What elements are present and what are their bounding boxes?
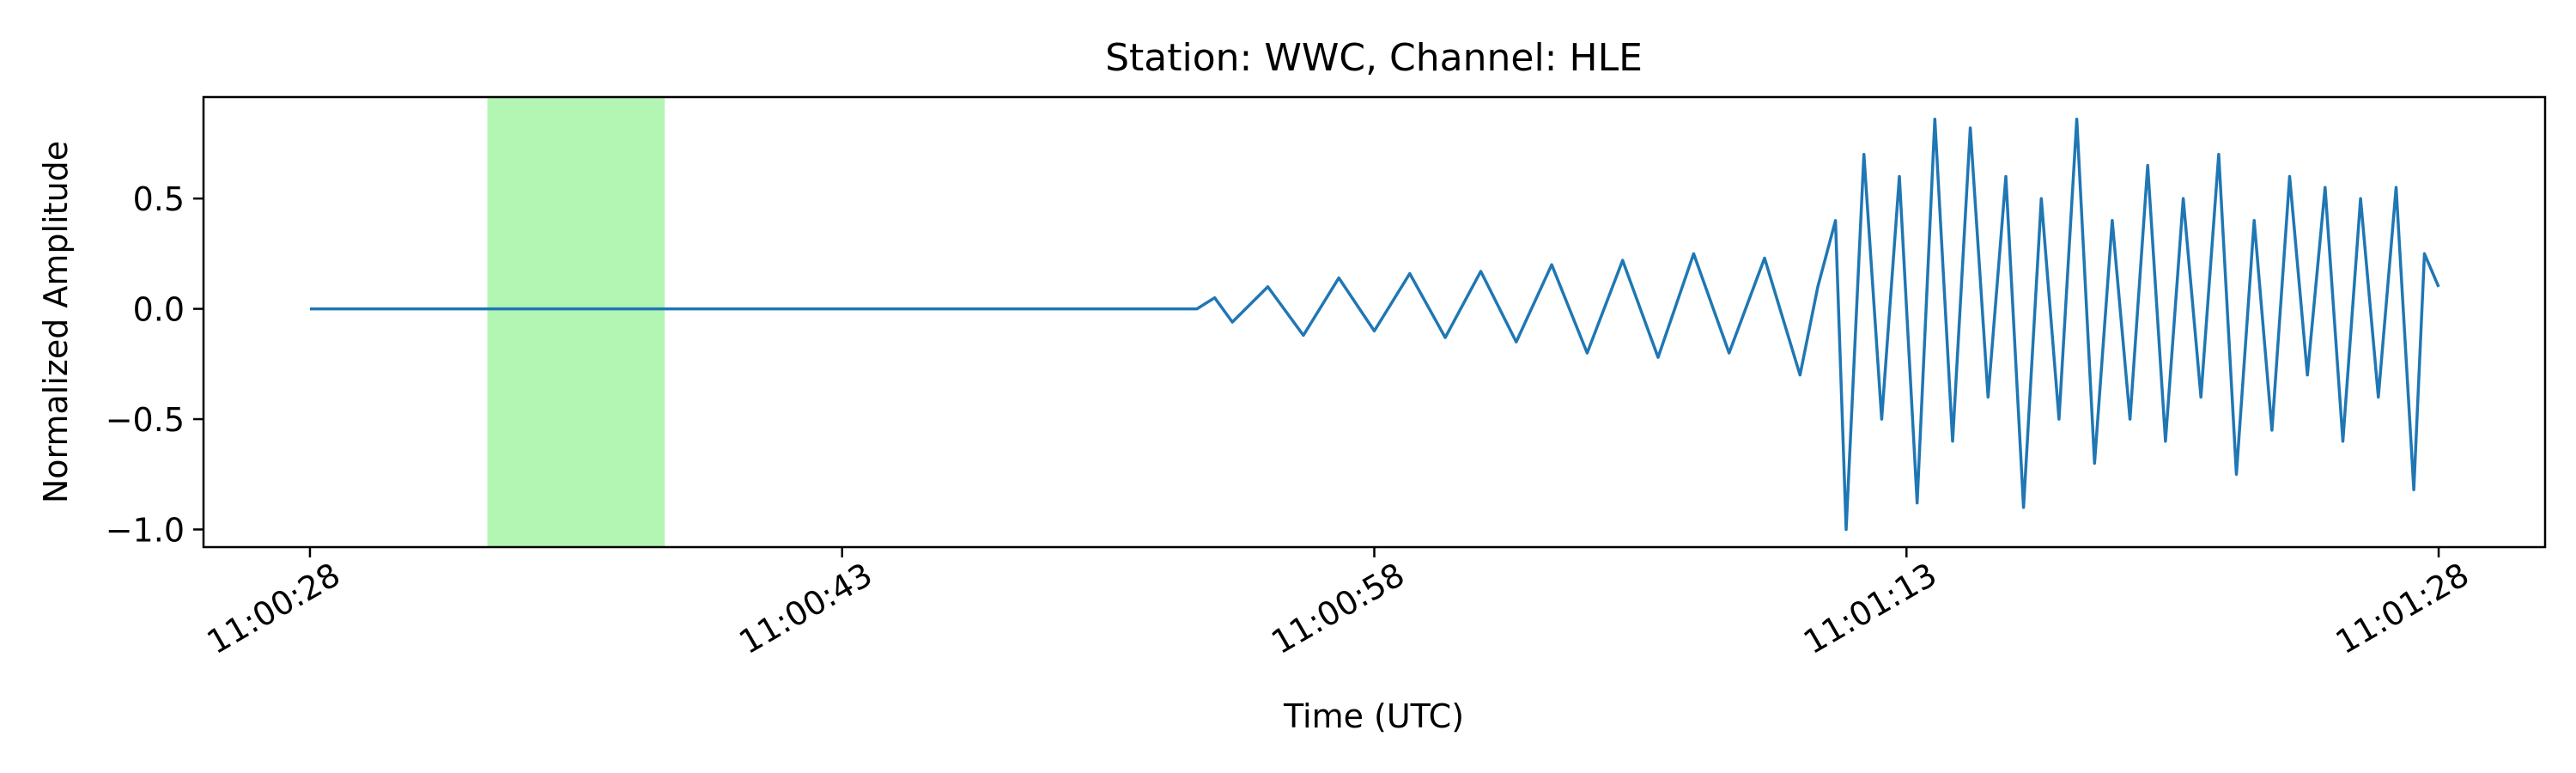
- x-tick-label: 11:00:43: [732, 556, 878, 661]
- series-line-1: [310, 117, 2440, 532]
- series-layer: [310, 117, 2440, 532]
- x-axis-label: Time (UTC): [1283, 697, 1464, 735]
- y-tick-label: 0.5: [133, 180, 185, 218]
- y-axis: 0.5 0.0 −0.5 −1.0: [106, 180, 204, 549]
- y-tick-label: −1.0: [106, 511, 185, 549]
- y-tick-label: −0.5: [106, 401, 185, 439]
- x-axis: 11:00:28 11:00:43 11:00:58 11:01:13 11:01:28: [201, 547, 2476, 661]
- x-tick-label: 11:01:13: [1797, 556, 1943, 661]
- chart-title: Station: WWC, Channel: HLE: [1105, 36, 1643, 80]
- highlight-band: [487, 97, 665, 547]
- y-tick-label: 0.0: [133, 291, 185, 329]
- x-tick-label: 11:01:28: [2330, 556, 2476, 661]
- y-axis-label: Normalized Amplitude: [37, 141, 75, 503]
- x-tick-label: 11:00:58: [1265, 556, 1411, 661]
- x-tick-label: 11:00:28: [201, 556, 347, 661]
- highlight-layer: [487, 97, 665, 547]
